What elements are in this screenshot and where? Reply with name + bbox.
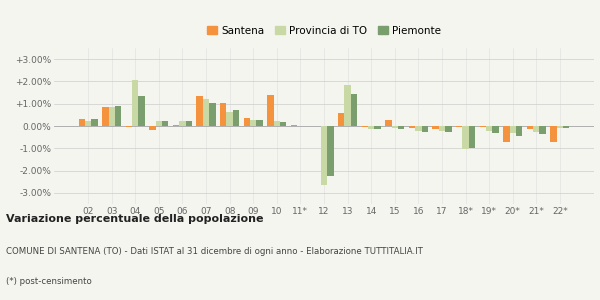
Text: Variazione percentuale della popolazione: Variazione percentuale della popolazione: [6, 214, 263, 224]
Bar: [179, 121, 185, 126]
Bar: [196, 96, 203, 126]
Bar: [162, 121, 169, 126]
Bar: [550, 126, 557, 142]
Bar: [226, 112, 233, 126]
Bar: [415, 126, 422, 131]
Bar: [409, 126, 415, 128]
Bar: [398, 126, 404, 129]
Bar: [233, 110, 239, 126]
Legend: Santena, Provincia di TO, Piemonte: Santena, Provincia di TO, Piemonte: [202, 21, 446, 40]
Bar: [385, 120, 392, 126]
Bar: [351, 94, 357, 126]
Bar: [220, 103, 226, 126]
Bar: [479, 126, 486, 127]
Bar: [109, 107, 115, 126]
Bar: [155, 121, 162, 126]
Bar: [344, 85, 351, 126]
Bar: [321, 126, 327, 185]
Bar: [115, 106, 121, 126]
Bar: [493, 126, 499, 133]
Bar: [439, 126, 445, 131]
Bar: [516, 126, 522, 136]
Bar: [422, 126, 428, 132]
Bar: [469, 126, 475, 148]
Bar: [533, 126, 539, 132]
Bar: [85, 121, 91, 126]
Bar: [132, 80, 139, 126]
Bar: [102, 107, 109, 126]
Bar: [291, 125, 297, 126]
Bar: [368, 126, 374, 129]
Bar: [256, 120, 263, 126]
Bar: [509, 126, 516, 133]
Bar: [503, 126, 509, 142]
Bar: [185, 121, 192, 126]
Bar: [374, 126, 381, 129]
Bar: [250, 120, 256, 126]
Bar: [527, 126, 533, 129]
Bar: [463, 126, 469, 149]
Bar: [126, 126, 132, 127]
Bar: [203, 99, 209, 126]
Bar: [456, 126, 463, 127]
Bar: [173, 125, 179, 126]
Text: COMUNE DI SANTENA (TO) - Dati ISTAT al 31 dicembre di ogni anno - Elaborazione T: COMUNE DI SANTENA (TO) - Dati ISTAT al 3…: [6, 248, 423, 256]
Bar: [445, 126, 452, 132]
Bar: [433, 126, 439, 129]
Bar: [327, 126, 334, 176]
Bar: [91, 119, 98, 126]
Bar: [338, 112, 344, 126]
Bar: [362, 126, 368, 127]
Text: (*) post-censimento: (*) post-censimento: [6, 278, 92, 286]
Bar: [267, 95, 274, 126]
Bar: [280, 122, 286, 126]
Bar: [149, 126, 155, 130]
Bar: [486, 126, 493, 131]
Bar: [392, 126, 398, 128]
Bar: [557, 126, 563, 128]
Bar: [539, 126, 546, 134]
Bar: [563, 126, 569, 128]
Bar: [274, 121, 280, 126]
Bar: [244, 118, 250, 126]
Bar: [139, 96, 145, 126]
Bar: [79, 119, 85, 126]
Bar: [209, 103, 215, 126]
